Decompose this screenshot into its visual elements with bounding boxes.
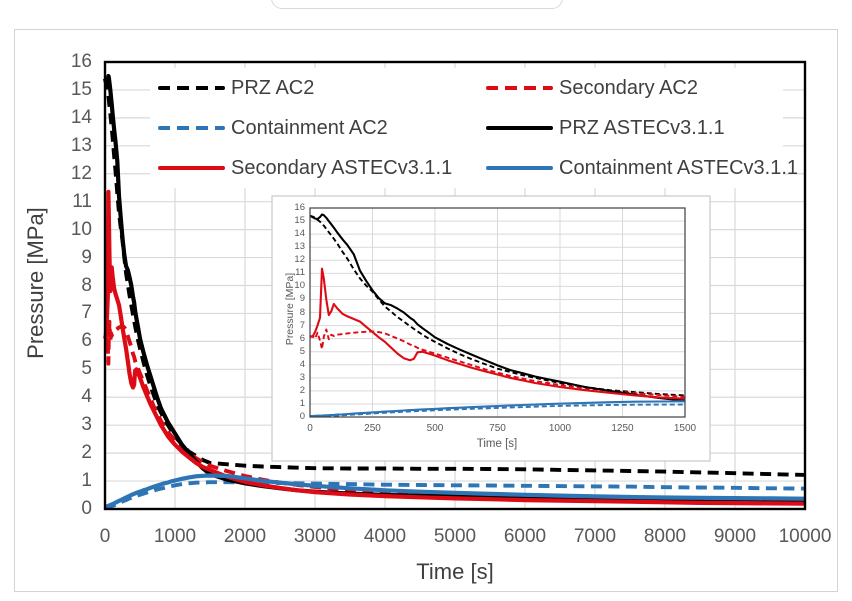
legend-entry-containment-astec: Containment ASTECv3.1.1 bbox=[478, 157, 798, 180]
legend-entry-containment-ac2: Containment AC2 bbox=[150, 117, 478, 140]
inset-chart-box bbox=[271, 195, 711, 462]
legend-entry-prz-astec: PRZ ASTECv3.1.1 bbox=[478, 117, 798, 140]
inset-plot-frame bbox=[309, 207, 686, 418]
main-series-secondary-astecv3-1-1 bbox=[103, 189, 806, 506]
chart-legend: PRZ AC2 Secondary AC2 Containment AC2 PR… bbox=[150, 68, 798, 188]
floating-pill-overlay bbox=[271, 0, 563, 9]
legend-label: PRZ AC2 bbox=[231, 76, 315, 99]
main-series-prz-ac2 bbox=[103, 77, 806, 477]
legend-line-sample-red-solid bbox=[158, 165, 225, 171]
inset-series-prz-ac2 bbox=[309, 214, 686, 397]
legend-label: Containment AC2 bbox=[231, 116, 388, 139]
legend-line-sample-black-dashed bbox=[158, 85, 225, 91]
legend-line-sample-blue-dashed bbox=[158, 125, 225, 131]
legend-line-sample-blue-solid bbox=[486, 165, 553, 171]
inset-series-secondary-astecv3-1-1 bbox=[309, 267, 686, 400]
inset-series-prz-astecv3-1-1 bbox=[309, 213, 686, 402]
legend-background bbox=[150, 68, 783, 188]
legend-label: Secondary ASTECv3.1.1 bbox=[231, 156, 453, 179]
inset-series-containment-astecv3-1-1 bbox=[310, 400, 686, 418]
legend-label: Containment ASTECv3.1.1 bbox=[559, 156, 799, 179]
legend-label: PRZ ASTECv3.1.1 bbox=[559, 116, 725, 139]
legend-entry-secondary-ac2: Secondary AC2 bbox=[478, 77, 798, 100]
main-plot-frame bbox=[103, 60, 807, 511]
legend-entry-prz-ac2: PRZ AC2 bbox=[150, 77, 478, 100]
legend-label: Secondary AC2 bbox=[559, 76, 698, 99]
legend-line-sample-red-dashed bbox=[486, 85, 553, 91]
inset-series-secondary-ac2 bbox=[309, 328, 686, 398]
legend-line-sample-black-solid bbox=[486, 125, 553, 131]
legend-entry-secondary-astec: Secondary ASTECv3.1.1 bbox=[150, 157, 478, 180]
main-series-containment-astecv3-1-1 bbox=[103, 473, 806, 509]
